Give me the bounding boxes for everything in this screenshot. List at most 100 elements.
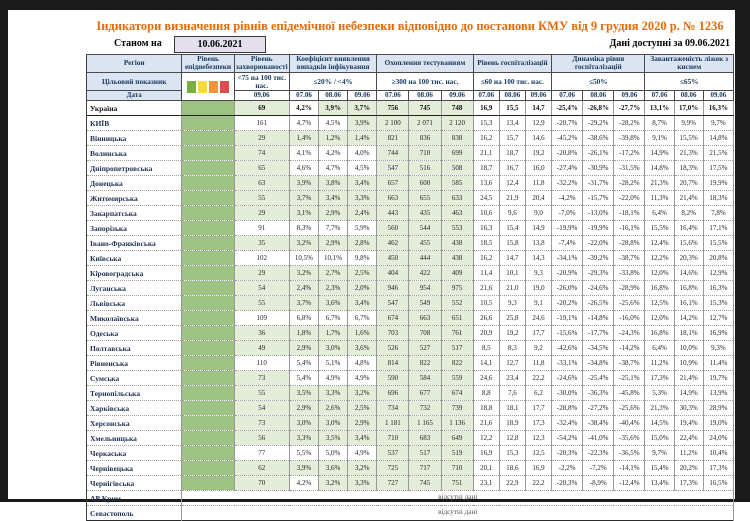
- value-cell: 19,0%: [702, 415, 735, 432]
- value-cell: -32,4%: [551, 415, 584, 432]
- value-cell: 21,9: [498, 190, 526, 207]
- value-cell: -20,8%: [551, 145, 584, 162]
- value-cell: -7,4%: [551, 235, 584, 252]
- value-cell: 708: [408, 325, 442, 342]
- value-cell: 2,6%: [318, 400, 349, 417]
- value-cell: 8,2%: [673, 205, 704, 222]
- value-cell: 22,2: [524, 475, 553, 492]
- value-cell: 3,8%: [318, 175, 349, 192]
- value-cell: 16,9%: [702, 325, 735, 342]
- epidemic-level-cell: [181, 415, 235, 432]
- value-cell: 727: [376, 475, 410, 492]
- value-cell: -35,6%: [613, 430, 646, 447]
- value-cell: 2,9%: [318, 205, 349, 222]
- table-row: Україна 69 4,2% 3,9% 3,7% 756 745 748 16,9 15,5 14…: [85, 100, 735, 117]
- region-cell: Волинська: [85, 145, 183, 162]
- value-cell: 74: [233, 145, 290, 162]
- value-cell: 14,1: [472, 355, 500, 372]
- value-cell: 6,4%: [644, 205, 675, 222]
- value-cell: 5,0%: [318, 445, 349, 462]
- value-cell: 20,1: [472, 460, 500, 477]
- value-cell: 11,4: [472, 265, 500, 282]
- epidemic-level-cell: [181, 295, 235, 312]
- table-row: Сумська 73 5,4% 4,9% 4,9% 590 584 559 24,6 23,4 22…: [85, 370, 735, 387]
- value-cell: -45,2%: [551, 130, 584, 147]
- table-row: Хмельницька 56 3,3% 3,5% 3,4% 710 683 649 12,2 12…: [85, 430, 735, 447]
- value-cell: 11,2%: [673, 445, 704, 462]
- value-cell: 455: [408, 235, 442, 252]
- date-header: 07.06: [376, 90, 410, 102]
- value-cell: 11,3%: [644, 190, 675, 207]
- value-cell: -38,6%: [582, 130, 615, 147]
- value-cell: 4,8%: [347, 355, 378, 372]
- group-target-1: <75 на 100 тис. нас.: [233, 72, 290, 92]
- value-cell: 9,3: [498, 295, 526, 312]
- value-cell: -18,1%: [613, 205, 646, 222]
- table-row: Донецька 63 3,9% 3,8% 3,4% 657 600 585 13,6 12,4 1…: [85, 175, 735, 192]
- value-cell: 16,2: [472, 250, 500, 267]
- value-cell: 5,5%: [288, 445, 320, 462]
- epidemic-level-cell: [181, 385, 235, 402]
- value-cell: 56: [233, 430, 290, 447]
- value-cell: 73: [233, 415, 290, 432]
- value-cell: 422: [408, 265, 442, 282]
- value-cell: 12,5: [524, 445, 553, 462]
- value-cell: 13,9%: [702, 385, 735, 402]
- value-cell: -25,4%: [582, 370, 615, 387]
- value-cell: 7,6: [498, 385, 526, 402]
- value-cell: 4,7%: [318, 160, 349, 177]
- value-cell: -41,0%: [582, 430, 615, 447]
- value-cell: 3,0%: [318, 415, 349, 432]
- value-cell: 3,7%: [288, 190, 320, 207]
- value-cell: 22,2: [524, 370, 553, 387]
- value-cell: 9,7%: [644, 445, 675, 462]
- date-header: 08.06: [318, 90, 349, 102]
- value-cell: 16,7: [498, 160, 526, 177]
- screenshot-right-border: [735, 0, 750, 502]
- table-row: Дніпропетровська 65 4,6% 4,7% 4,5% 547 516 508 1…: [85, 160, 735, 177]
- value-cell: 404: [376, 265, 410, 282]
- value-cell: 22,4%: [673, 430, 704, 447]
- value-cell: 13,6: [472, 175, 500, 192]
- epidemic-level-cell: [181, 250, 235, 267]
- value-cell: 24,6: [524, 310, 553, 327]
- value-cell: -16,1%: [613, 220, 646, 237]
- value-cell: -38,7%: [613, 355, 646, 372]
- table-row: Чернівецька 62 3,9% 3,6% 3,2% 725 717 710 20,1 18…: [85, 460, 735, 477]
- region-cell: Хмельницька: [85, 430, 183, 447]
- value-cell: -36,5%: [613, 445, 646, 462]
- value-cell: 10,1%: [318, 250, 349, 267]
- value-cell: 516: [408, 160, 442, 177]
- epidemic-level-cell: [181, 430, 235, 447]
- value-cell: 8,3%: [288, 220, 320, 237]
- value-cell: 4,2%: [288, 100, 320, 117]
- value-cell: 657: [376, 175, 410, 192]
- value-cell: 12,7: [498, 355, 526, 372]
- value-cell: 21,5%: [702, 145, 735, 162]
- value-cell: -22,0%: [613, 190, 646, 207]
- value-cell: 4,6%: [288, 160, 320, 177]
- value-cell: 16,8%: [673, 280, 704, 297]
- value-cell: 3,3%: [347, 190, 378, 207]
- legend-color-swatch-1: [198, 80, 208, 93]
- table-row: Кіровоградська 29 3,2% 2,7% 2,5% 404 422 409 11,…: [85, 265, 735, 282]
- value-cell: 584: [408, 370, 442, 387]
- value-cell: 1,6%: [347, 325, 378, 342]
- value-cell: 21,6: [472, 280, 500, 297]
- value-cell: 3,4%: [318, 190, 349, 207]
- value-cell: 3,1%: [288, 205, 320, 222]
- value-cell: 4,9%: [318, 370, 349, 387]
- value-cell: 21,3%: [644, 175, 675, 192]
- date-header: 07.06: [472, 90, 500, 102]
- value-cell: 696: [376, 385, 410, 402]
- value-cell: 17,3%: [644, 370, 675, 387]
- date-header: 09.06: [347, 90, 378, 102]
- value-cell: -28,8%: [551, 400, 584, 417]
- value-cell: 29: [233, 265, 290, 282]
- value-cell: 21,4%: [673, 190, 704, 207]
- value-cell: -39,2%: [582, 250, 615, 267]
- screenshot-top-border: [0, 0, 750, 10]
- value-cell: 91: [233, 220, 290, 237]
- value-cell: 20,9: [472, 325, 500, 342]
- value-cell: 30,3%: [673, 400, 704, 417]
